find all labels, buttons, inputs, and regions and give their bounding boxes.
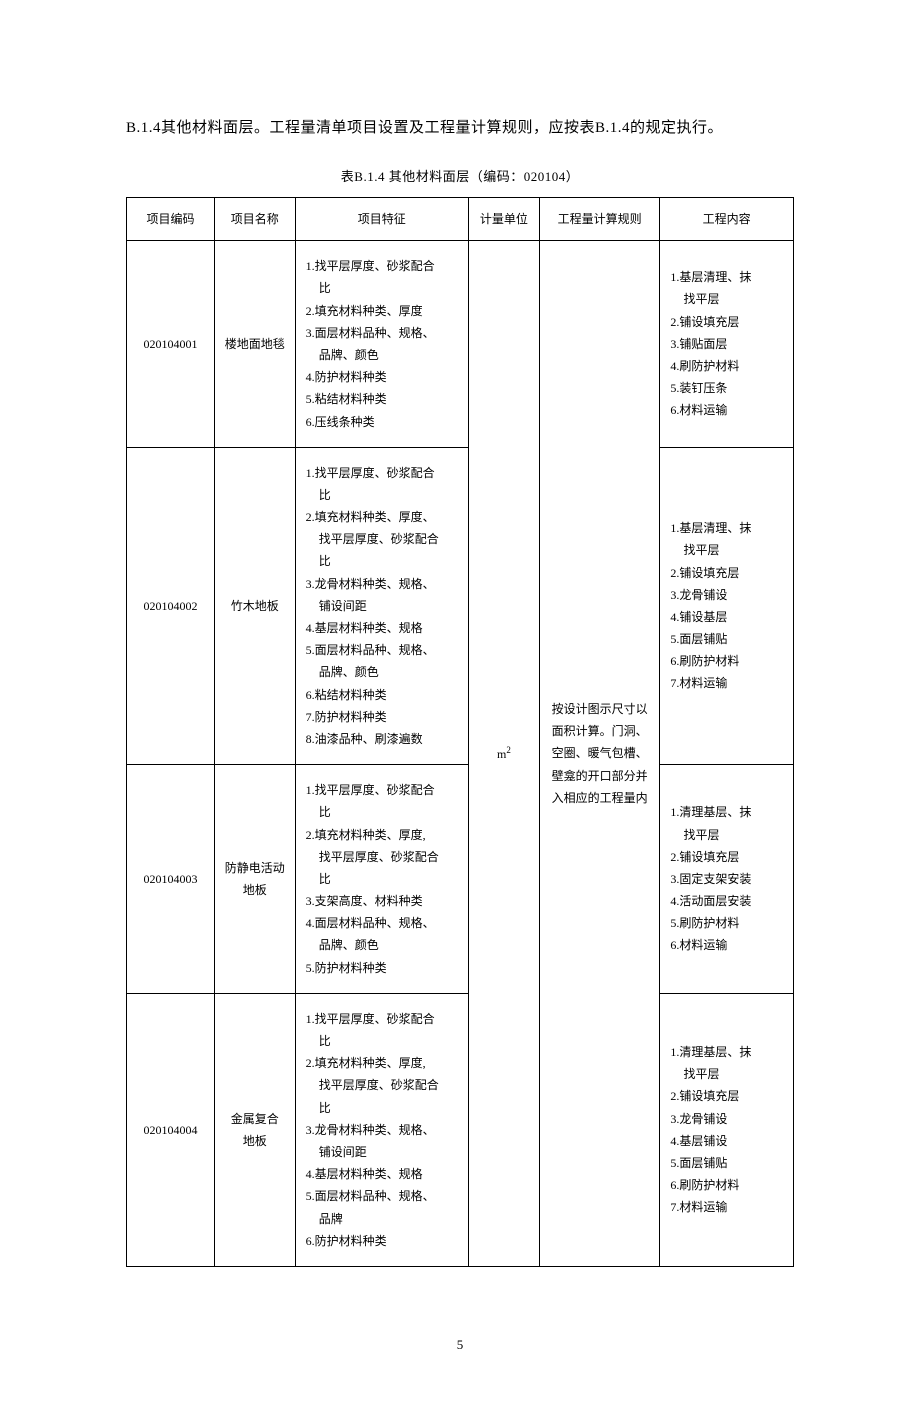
cell-code: 020104001 [127,241,215,448]
header-row: 项目编码 项目名称 项目特征 计量单位 工程量计算规则 工程内容 [127,198,794,241]
cell-unit: m2 [469,241,540,1267]
intro-paragraph: B.1.4其他材料面层。工程量清单项目设置及工程量计算规则，应按表B.1.4的规… [126,115,794,142]
cell-content: 1.基层清理、抹 找平层 2.铺设填充层 3.铺贴面层 4.刷防护材料 5.装钉… [660,241,794,448]
cell-name: 金属复合 地板 [214,993,295,1266]
spec-table: 项目编码 项目名称 项目特征 计量单位 工程量计算规则 工程内容 0201040… [126,197,794,1267]
header-name: 项目名称 [214,198,295,241]
cell-feat: 1.找平层厚度、砂浆配合 比 2.填充材料种类、厚度, 找平层厚度、砂浆配合 比… [295,993,468,1266]
document-page: B.1.4其他材料面层。工程量清单项目设置及工程量计算规则，应按表B.1.4的规… [0,0,920,1413]
cell-code: 020104004 [127,993,215,1266]
table-row: 020104003 防静电活动 地板 1.找平层厚度、砂浆配合 比 2.填充材料… [127,765,794,994]
header-content: 工程内容 [660,198,794,241]
page-number: 5 [126,1337,794,1353]
header-rule: 工程量计算规则 [539,198,660,241]
header-code: 项目编码 [127,198,215,241]
header-feat: 项目特征 [295,198,468,241]
header-unit: 计量单位 [469,198,540,241]
table-row: 020104004 金属复合 地板 1.找平层厚度、砂浆配合 比 2.填充材料种… [127,993,794,1266]
cell-name: 楼地面地毯 [214,241,295,448]
table-row: 020104001 楼地面地毯 1.找平层厚度、砂浆配合 比 2.填充材料种类、… [127,241,794,448]
cell-name: 防静电活动 地板 [214,765,295,994]
cell-feat: 1.找平层厚度、砂浆配合 比 2.填充材料种类、厚度 3.面层材料品种、规格、 … [295,241,468,448]
cell-content: 1.清理基层、抹 找平层 2.铺设填充层 3.固定支架安装 4.活动面层安装 5… [660,765,794,994]
cell-name: 竹木地板 [214,447,295,764]
cell-content: 1.基层清理、抹 找平层 2.铺设填充层 3.龙骨铺设 4.铺设基层 5.面层铺… [660,447,794,764]
cell-content: 1.清理基层、抹 找平层 2.铺设填充层 3.龙骨铺设 4.基层铺设 5.面层铺… [660,993,794,1266]
table-row: 020104002 竹木地板 1.找平层厚度、砂浆配合 比 2.填充材料种类、厚… [127,447,794,764]
cell-code: 020104003 [127,765,215,994]
cell-code: 020104002 [127,447,215,764]
table-title: 表B.1.4 其他材料面层（编码：020104） [126,166,794,185]
cell-feat: 1.找平层厚度、砂浆配合 比 2.填充材料种类、厚度, 找平层厚度、砂浆配合 比… [295,765,468,994]
cell-feat: 1.找平层厚度、砂浆配合 比 2.填充材料种类、厚度、 找平层厚度、砂浆配合 比… [295,447,468,764]
cell-rule: 按设计图示尺寸以面积计算。门洞、空圈、暖气包槽、壁龛的开口部分并入相应的工程量内 [539,241,660,1267]
